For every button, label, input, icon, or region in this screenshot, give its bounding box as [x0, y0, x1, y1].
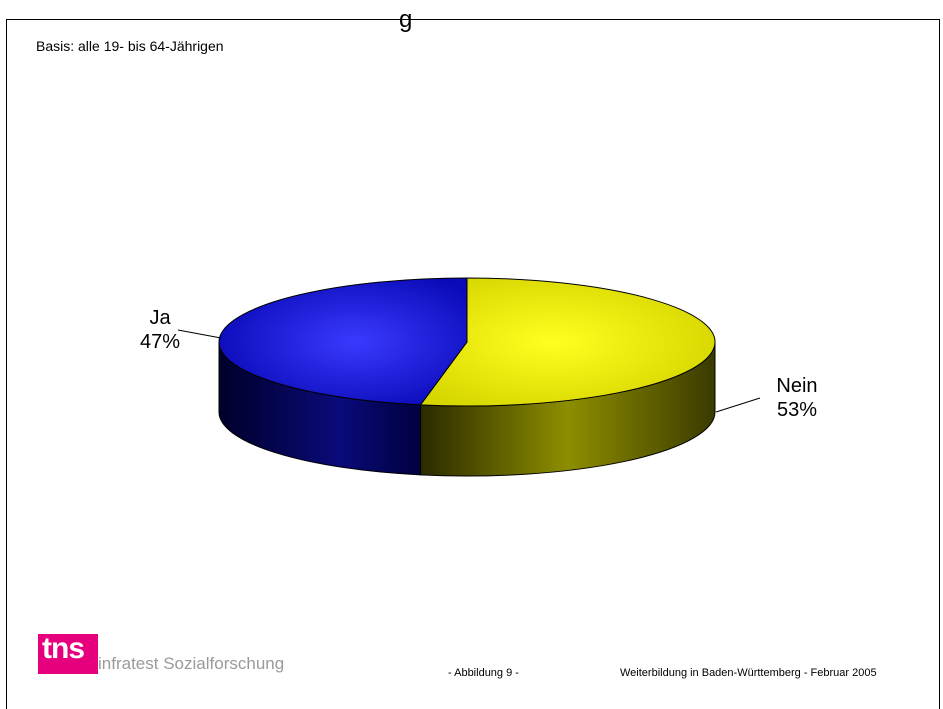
pie-label-nein: Nein 53%	[762, 374, 832, 422]
pie-label-ja-category: Ja	[149, 307, 171, 329]
basis-note: Basis: alle 19- bis 64-Jährigen	[36, 38, 224, 54]
leader-line-ja	[177, 329, 222, 339]
tns-logo-mark: tns	[38, 632, 98, 674]
pie-label-ja: Ja 47%	[130, 306, 190, 354]
logo-brand: infratest	[98, 654, 159, 673]
slide-frame: g	[6, 8, 940, 709]
pie-slice-nein	[419, 277, 716, 407]
footer-figure-number: - Abbildung 9 -	[448, 667, 519, 679]
logo-text: infratest Sozialforschung	[98, 654, 284, 674]
pie-label-ja-value: 47%	[139, 331, 181, 353]
title-fragment: g	[399, 6, 413, 33]
pie-label-nein-value: 53%	[776, 399, 818, 421]
logo-division: Sozialforschung	[163, 654, 285, 673]
pie-label-nein-category: Nein	[776, 375, 818, 397]
footer-title: Weiterbildung in Baden-Württemberg - Feb…	[620, 667, 877, 679]
pie-slice-ja	[218, 277, 468, 406]
leader-line-nein	[715, 397, 761, 413]
